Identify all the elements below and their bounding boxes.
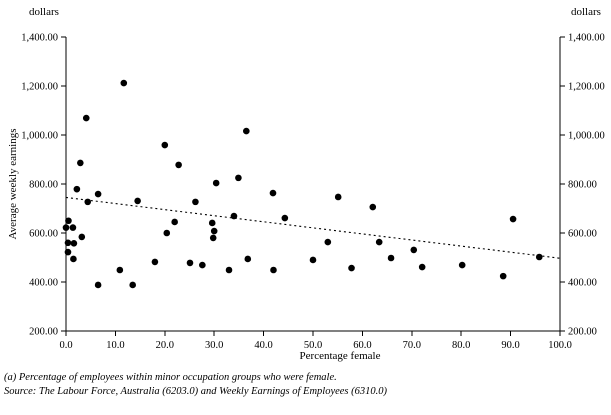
- left-axis-unit-label: dollars: [29, 6, 59, 18]
- data-point: [64, 248, 72, 256]
- y-tick-label-left: 400.00: [29, 278, 58, 289]
- data-point: [163, 229, 171, 237]
- data-point: [209, 234, 217, 242]
- x-tick-label: 60.0: [353, 340, 371, 351]
- y-tick-label-right: 1,400.00: [568, 33, 605, 44]
- x-tick-label: 80.0: [452, 340, 470, 351]
- data-point: [334, 193, 342, 201]
- data-point: [212, 179, 220, 187]
- data-point: [82, 114, 90, 122]
- data-point: [62, 224, 70, 231]
- x-tick-label: 90.0: [501, 340, 519, 351]
- data-point: [418, 263, 426, 271]
- data-point: [281, 214, 289, 222]
- data-point: [235, 174, 242, 182]
- y-tick-label-right: 600.00: [568, 229, 597, 240]
- x-tick-label: 100.0: [548, 340, 572, 351]
- y-tick-label-right: 1,000.00: [568, 131, 605, 142]
- x-tick-label: 40.0: [254, 340, 272, 351]
- y-tick-label-left: 200.00: [29, 327, 58, 338]
- data-point: [175, 161, 182, 169]
- data-point: [77, 159, 84, 167]
- x-tick-label: 10.0: [106, 340, 124, 351]
- y-tick-label-left: 800.00: [29, 180, 58, 191]
- data-point: [458, 261, 466, 269]
- data-point: [509, 215, 517, 223]
- data-point: [70, 239, 78, 247]
- trend-line: [65, 196, 561, 259]
- data-point: [186, 259, 194, 267]
- right-axis-unit-label: dollars: [571, 6, 601, 18]
- data-point: [134, 197, 141, 205]
- data-point: [64, 239, 72, 247]
- data-point: [192, 198, 199, 206]
- data-point: [78, 233, 86, 241]
- x-tick-label: 20.0: [156, 340, 174, 351]
- data-point: [94, 281, 102, 289]
- y-tick-label-right: 400.00: [568, 278, 597, 289]
- data-point: [369, 203, 377, 211]
- data-point: [243, 127, 250, 135]
- y-tick-label-left: 1,200.00: [21, 82, 58, 93]
- y-tick-label-right: 800.00: [568, 180, 597, 191]
- data-point: [129, 281, 136, 289]
- x-tick-label: 30.0: [205, 340, 223, 351]
- x-tick-label: 70.0: [403, 340, 421, 351]
- x-tick-label: 50.0: [304, 340, 322, 351]
- data-point: [65, 217, 72, 225]
- data-point: [69, 224, 77, 231]
- data-point: [161, 141, 169, 149]
- data-point: [499, 272, 507, 280]
- data-point: [375, 238, 383, 246]
- x-tick-label: 0.0: [59, 340, 72, 351]
- data-point: [324, 238, 332, 246]
- y-tick-label-left: 1,400.00: [21, 33, 58, 44]
- y-tick-label-left: 600.00: [29, 229, 58, 240]
- y-tick-label-left: 1,000.00: [21, 131, 58, 142]
- data-point: [348, 264, 355, 272]
- data-point: [535, 253, 543, 261]
- y-tick-label-right: 200.00: [568, 327, 597, 338]
- data-point: [151, 258, 159, 266]
- data-point: [84, 198, 92, 206]
- data-point: [387, 254, 395, 262]
- data-point: [309, 256, 317, 264]
- data-point: [230, 212, 238, 220]
- data-point: [94, 190, 102, 198]
- data-point: [199, 261, 206, 269]
- x-axis-title: Percentage female: [299, 350, 381, 362]
- data-point: [410, 246, 418, 254]
- data-point: [208, 219, 216, 227]
- data-point: [270, 266, 277, 274]
- data-point: [225, 266, 233, 274]
- footnote-a: (a) Percentage of employees within minor…: [4, 372, 337, 383]
- data-point: [269, 189, 277, 197]
- data-point: [73, 185, 81, 193]
- data-point: [171, 218, 178, 226]
- data-point: [120, 79, 128, 87]
- data-point: [244, 255, 252, 263]
- source-note: Source: The Labour Force, Australia (620…: [4, 386, 387, 397]
- data-point: [70, 255, 77, 263]
- data-point: [116, 266, 124, 274]
- y-tick-label-right: 1,200.00: [568, 82, 605, 93]
- data-point: [210, 227, 218, 235]
